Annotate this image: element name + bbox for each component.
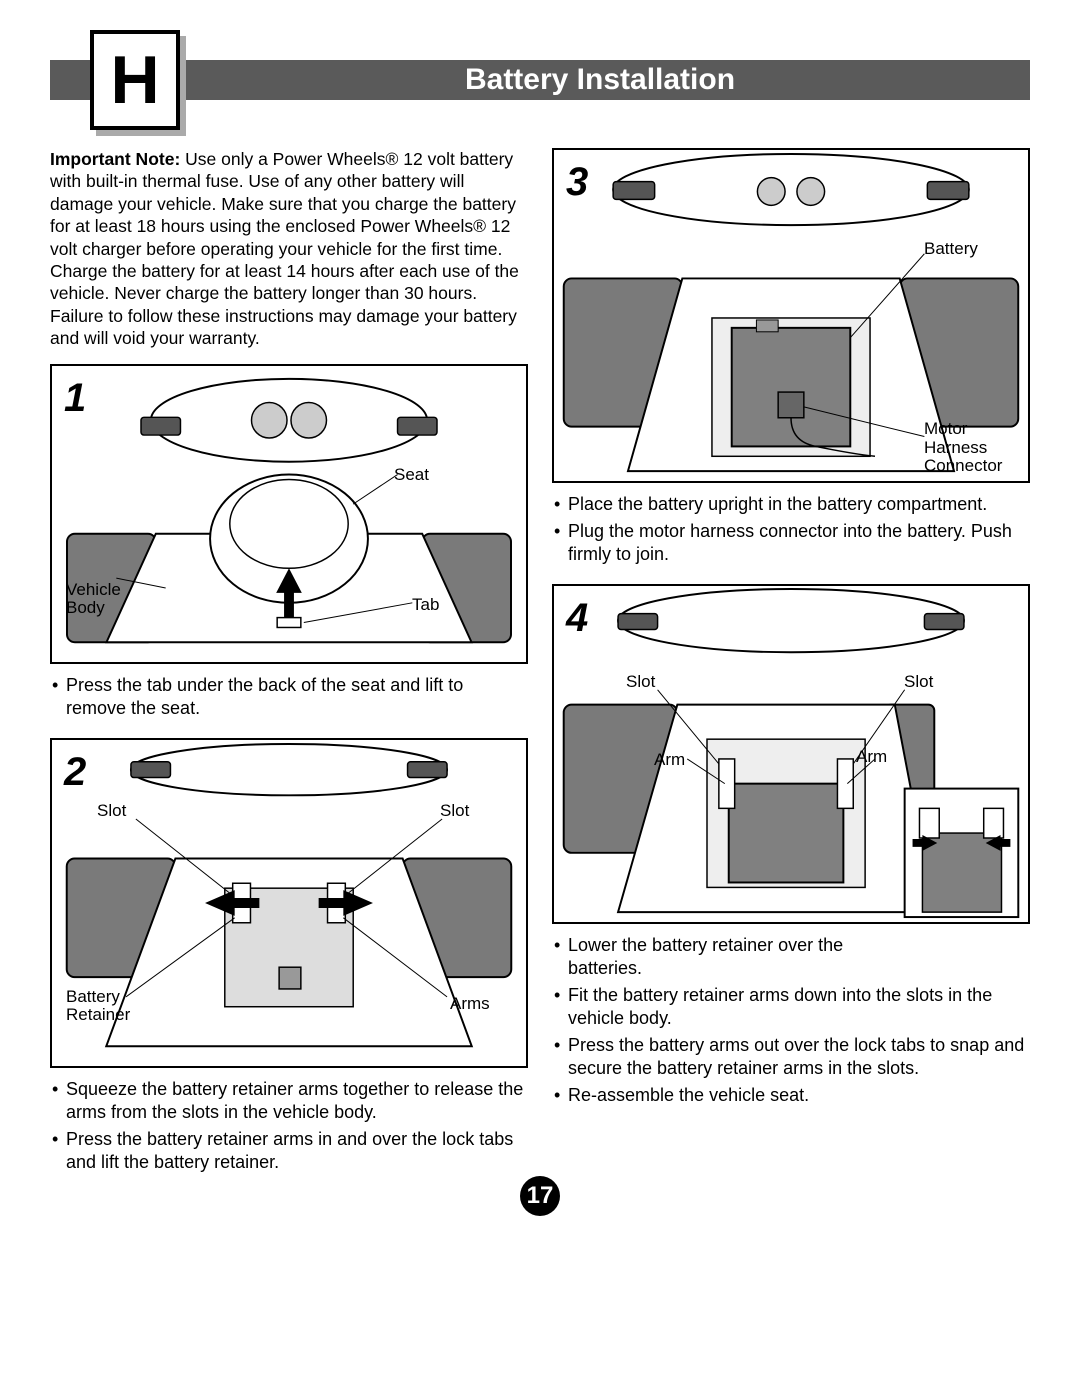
step1-bullets: Press the tab under the back of the seat… bbox=[50, 674, 528, 720]
step4-bullets: Lower the battery retainer over the batt… bbox=[552, 934, 1030, 1107]
right-column: 3 bbox=[552, 148, 1030, 1192]
label-seat: Seat bbox=[394, 466, 429, 485]
step4-illustration: 4 bbox=[552, 584, 1030, 924]
section-letter-box: H bbox=[90, 30, 180, 130]
step4-svg bbox=[554, 586, 1028, 922]
step3-number: 3 bbox=[566, 156, 588, 208]
step2-bullet-1: Squeeze the battery retainer arms togeth… bbox=[50, 1078, 528, 1124]
note-prefix: Important Note: bbox=[50, 149, 180, 169]
step4-bullet-3: Press the battery arms out over the lock… bbox=[552, 1034, 1030, 1080]
section-letter: H bbox=[110, 36, 159, 124]
label-battery-retainer: Battery Retainer bbox=[66, 988, 130, 1025]
step4-bullet-2: Fit the battery retainer arms down into … bbox=[552, 984, 1030, 1030]
step3-bullet-2: Plug the motor harness connector into th… bbox=[552, 520, 1030, 566]
page-number: 17 bbox=[520, 1176, 560, 1216]
header-bar: Battery Installation H bbox=[50, 30, 1030, 130]
step1-number: 1 bbox=[64, 372, 86, 424]
label-slot-r4: Slot bbox=[904, 673, 933, 692]
step3-bullets: Place the battery upright in the battery… bbox=[552, 493, 1030, 566]
label-motor-harness: Motor Harness Connector bbox=[924, 420, 1002, 476]
step3-bullet-1: Place the battery upright in the battery… bbox=[552, 493, 1030, 516]
label-vehicle-body: Vehicle Body bbox=[66, 581, 121, 618]
note-body: Use only a Power Wheels® 12 volt battery… bbox=[50, 149, 519, 348]
label-battery: Battery bbox=[924, 240, 978, 259]
label-slot-r2: Slot bbox=[440, 802, 469, 821]
label-arm-l4: Arm bbox=[654, 751, 685, 770]
step2-bullet-2: Press the battery retainer arms in and o… bbox=[50, 1128, 528, 1174]
title-strip: Battery Installation bbox=[50, 60, 1030, 100]
label-slot-l2: Slot bbox=[97, 802, 126, 821]
important-note: Important Note: Use only a Power Wheels®… bbox=[50, 148, 528, 350]
label-arms: Arms bbox=[450, 995, 490, 1014]
label-arm-r4: Arm bbox=[856, 748, 887, 767]
label-tab: Tab bbox=[412, 596, 439, 615]
step3-illustration: 3 bbox=[552, 148, 1030, 483]
step1-svg bbox=[52, 366, 526, 662]
step4-bullet-4: Re-assemble the vehicle seat. bbox=[552, 1084, 1030, 1107]
step1-bullet-1: Press the tab under the back of the seat… bbox=[50, 674, 528, 720]
step2-illustration: 2 bbox=[50, 738, 528, 1068]
step4-bullet-1: Lower the battery retainer over the batt… bbox=[552, 934, 852, 980]
label-slot-l4: Slot bbox=[626, 673, 655, 692]
step2-number: 2 bbox=[64, 746, 86, 798]
step2-bullets: Squeeze the battery retainer arms togeth… bbox=[50, 1078, 528, 1174]
step1-illustration: 1 bbox=[50, 364, 528, 664]
left-column: Important Note: Use only a Power Wheels®… bbox=[50, 148, 528, 1192]
step4-number: 4 bbox=[566, 592, 588, 644]
page-title: Battery Installation bbox=[170, 60, 1030, 100]
